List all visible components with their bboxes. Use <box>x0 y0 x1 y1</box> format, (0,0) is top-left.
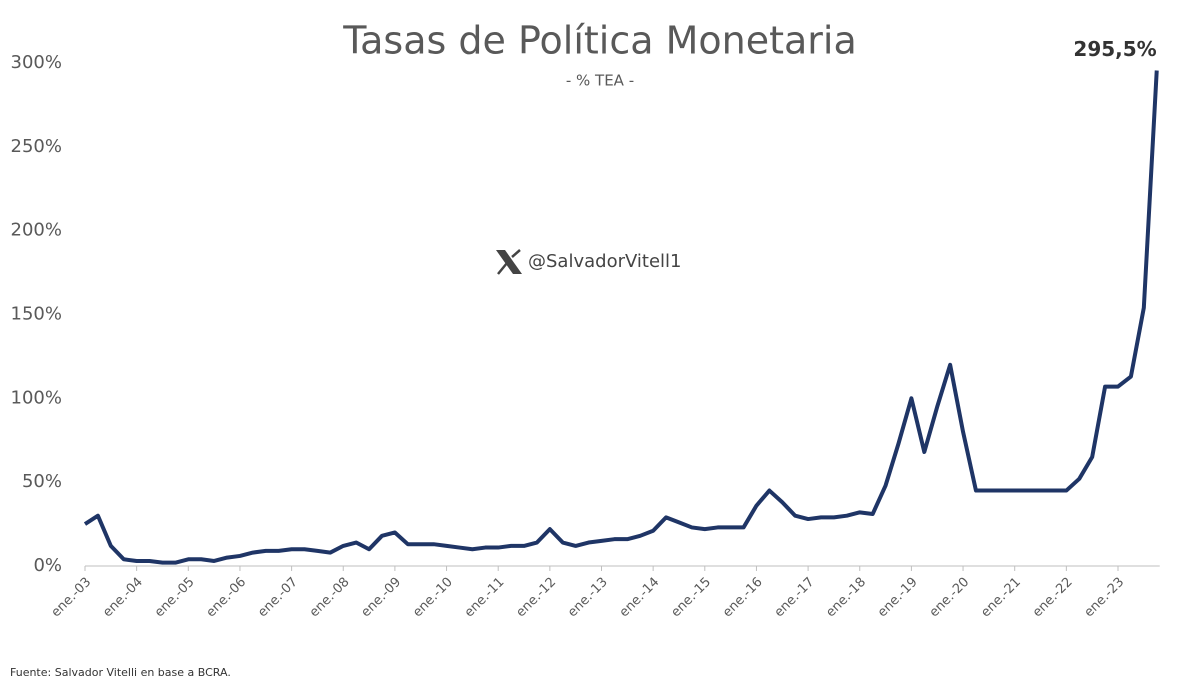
x-tick-label: ene.-10 <box>410 575 456 621</box>
x-tick-label: ene.-13 <box>565 575 611 621</box>
watermark-logo <box>496 249 522 275</box>
source-note: Fuente: Salvador Vitelli en base a BCRA. <box>10 666 231 679</box>
x-tick-label: ene.-11 <box>462 575 508 621</box>
y-tick-label: 150% <box>11 304 62 325</box>
x-tick-label: ene.-14 <box>617 575 663 621</box>
x-tick-label: ene.-17 <box>772 575 818 621</box>
x-tick-label: ene.-15 <box>668 575 714 621</box>
y-tick-label: 200% <box>11 220 62 241</box>
x-tick-label: ene.-03 <box>49 575 95 621</box>
x-tick-label: ene.-19 <box>875 575 921 621</box>
x-tick-label: ene.-22 <box>1030 575 1076 621</box>
x-tick-label: ene.-12 <box>513 575 559 621</box>
x-tick-label: ene.-08 <box>307 575 353 621</box>
x-tick-label: ene.-07 <box>255 575 301 621</box>
chart-subtitle: - % TEA - <box>566 72 634 90</box>
x-tick-label: ene.-20 <box>927 575 973 621</box>
x-tick-label: ene.-23 <box>1082 575 1128 621</box>
x-tick-label: ene.-06 <box>204 575 250 621</box>
x-tick-label: ene.-18 <box>823 575 869 621</box>
y-tick-label: 250% <box>11 136 62 157</box>
chart-title: Tasas de Política Monetaria <box>342 19 857 63</box>
y-tick-label: 100% <box>11 387 62 408</box>
y-tick-label: 0% <box>33 555 62 576</box>
line <box>83 70 1159 565</box>
watermark: @SalvadorVitell1 <box>528 251 681 272</box>
x-tick-label: ene.-05 <box>152 575 198 621</box>
x-tick-label: ene.-16 <box>720 575 766 621</box>
x-tick-label: ene.-09 <box>359 575 405 621</box>
y-tick-label: 50% <box>22 471 62 492</box>
data-label: 295,5% <box>1073 37 1156 61</box>
y-tick-label: 300% <box>11 52 62 73</box>
x-tick-label: ene.-21 <box>978 575 1024 621</box>
x-tick-label: ene.-04 <box>100 575 146 621</box>
